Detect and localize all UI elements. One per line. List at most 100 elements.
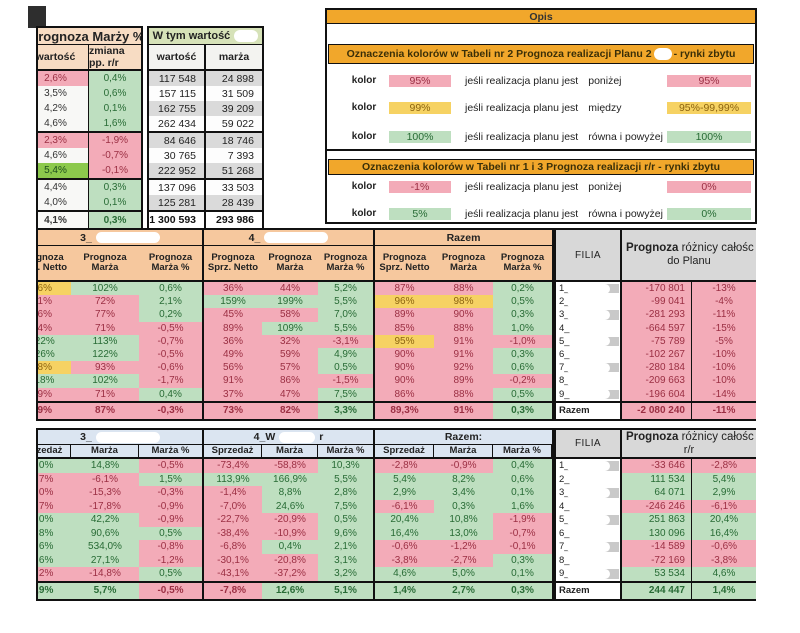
data-cell[interactable]: -20,9% bbox=[262, 513, 318, 527]
data-cell[interactable]: -6,8% bbox=[204, 540, 262, 554]
legend-range-swatch[interactable]: 100% bbox=[667, 130, 751, 143]
data-cell[interactable]: 91% bbox=[434, 334, 493, 348]
data-cell[interactable]: 27,1% bbox=[71, 553, 139, 567]
diff-value-cell[interactable]: 251 863 bbox=[622, 513, 692, 527]
data-cell[interactable]: -0,7% bbox=[493, 526, 552, 540]
data-cell[interactable]: 92% bbox=[434, 361, 493, 375]
diff-pct-cell[interactable]: 2,9% bbox=[692, 486, 756, 500]
margin-pct-cell[interactable]: 4,2% bbox=[38, 101, 89, 116]
data-cell[interactable]: 0,3% bbox=[434, 499, 493, 513]
data-cell[interactable]: 56% bbox=[204, 361, 262, 375]
column-header[interactable]: Marża bbox=[262, 445, 318, 459]
data-cell[interactable]: 90% bbox=[375, 361, 434, 375]
data-cell[interactable]: 0,6% bbox=[493, 472, 552, 486]
data-cell[interactable]: -0,6% bbox=[375, 540, 434, 554]
data-cell[interactable]: 32% bbox=[262, 334, 318, 348]
data-cell[interactable]: 36% bbox=[204, 334, 262, 348]
data-cell[interactable]: 49% bbox=[204, 347, 262, 362]
data-cell[interactable]: 69% bbox=[38, 387, 71, 401]
data-cell[interactable]: 1,5% bbox=[139, 472, 204, 486]
margin-pct-cell[interactable]: 2,3% bbox=[38, 133, 89, 148]
diff-header[interactable]: Prognoza różnicy całośc do Planu bbox=[622, 230, 756, 282]
data-cell[interactable]: -30,1% bbox=[204, 553, 262, 567]
diff-pct-cell[interactable]: -15% bbox=[692, 321, 756, 335]
data-cell[interactable]: 90% bbox=[375, 347, 434, 362]
data-cell[interactable]: 0,3% bbox=[493, 308, 552, 322]
data-cell[interactable]: 109% bbox=[262, 321, 318, 335]
margin-pct-cell[interactable]: 4,0% bbox=[38, 195, 89, 210]
margin-pct-cell[interactable]: 2,6% bbox=[38, 71, 89, 86]
data-cell[interactable]: 20,4% bbox=[375, 513, 434, 527]
data-cell[interactable]: 95% bbox=[375, 334, 434, 348]
data-cell[interactable]: 0,9% bbox=[38, 582, 71, 599]
data-cell[interactable]: 76% bbox=[38, 308, 71, 322]
data-cell[interactable]: 96% bbox=[375, 295, 434, 309]
data-cell[interactable]: 0,7% bbox=[38, 499, 71, 513]
data-cell[interactable]: 0,4% bbox=[493, 459, 552, 473]
data-cell[interactable]: 88% bbox=[434, 321, 493, 335]
margin-change-cell[interactable]: 1,6% bbox=[89, 116, 141, 131]
data-cell[interactable]: -43,1% bbox=[204, 567, 262, 581]
data-cell[interactable]: 77% bbox=[71, 308, 139, 322]
diff-pct-cell[interactable]: -4% bbox=[692, 295, 756, 309]
data-cell[interactable]: 5,5% bbox=[318, 472, 375, 486]
data-cell[interactable]: 534,0% bbox=[71, 540, 139, 554]
data-cell[interactable]: 0,5% bbox=[318, 361, 375, 375]
data-cell[interactable]: -0,8% bbox=[139, 540, 204, 554]
diff-pct-cell[interactable]: -10% bbox=[692, 374, 756, 388]
legend-swatch[interactable]: 99% bbox=[389, 101, 451, 114]
filia-cell[interactable]: 8_ bbox=[556, 553, 622, 567]
diff-value-cell[interactable]: -102 267 bbox=[622, 347, 692, 362]
diff-value-cell[interactable]: -14 589 bbox=[622, 540, 692, 554]
data-cell[interactable]: 72% bbox=[71, 295, 139, 309]
data-cell[interactable]: 1,6% bbox=[38, 553, 71, 567]
filia-cell[interactable]: 5_ bbox=[556, 334, 622, 348]
data-cell[interactable]: -1,0% bbox=[493, 334, 552, 348]
marza-value-cell[interactable]: 33 503 bbox=[206, 180, 262, 195]
diff-pct-cell[interactable]: -10% bbox=[692, 361, 756, 375]
data-cell[interactable]: 0,3% bbox=[493, 347, 552, 362]
data-cell[interactable]: 57% bbox=[262, 361, 318, 375]
data-cell[interactable]: -0,5% bbox=[139, 459, 204, 473]
group-header-2[interactable]: 4_ bbox=[204, 230, 375, 246]
data-cell[interactable]: 74% bbox=[38, 321, 71, 335]
data-cell[interactable]: 24,6% bbox=[262, 499, 318, 513]
diff-pct-cell[interactable]: -10% bbox=[692, 347, 756, 362]
data-cell[interactable]: 73% bbox=[204, 402, 262, 419]
marza-value-cell[interactable]: 293 986 bbox=[206, 212, 262, 228]
column-header[interactable]: Prognoza Marża bbox=[262, 246, 318, 282]
diff-value-cell[interactable]: -246 246 bbox=[622, 499, 692, 513]
data-cell[interactable]: -1,4% bbox=[204, 486, 262, 500]
data-cell[interactable]: -38,4% bbox=[204, 526, 262, 540]
data-cell[interactable]: -7,0% bbox=[204, 499, 262, 513]
data-cell[interactable]: 102% bbox=[71, 374, 139, 388]
data-cell[interactable]: 0,0% bbox=[38, 459, 71, 473]
legend-swatch[interactable]: 100% bbox=[389, 130, 451, 143]
margin-pct-cell[interactable]: 4,4% bbox=[38, 180, 89, 195]
legend-range-swatch[interactable]: 95%-99,99% bbox=[667, 101, 751, 114]
filia-cell[interactable]: 9_ bbox=[556, 567, 622, 581]
value-cell[interactable]: 117 548 bbox=[149, 71, 206, 86]
diff-pct-cell[interactable]: -11% bbox=[692, 402, 756, 419]
data-cell[interactable]: 85% bbox=[375, 321, 434, 335]
filia-cell[interactable]: 3_ bbox=[556, 308, 622, 322]
data-cell[interactable]: 58% bbox=[262, 308, 318, 322]
data-cell[interactable]: 96% bbox=[38, 282, 71, 296]
legend-swatch[interactable]: -1% bbox=[389, 180, 451, 193]
diff-pct-cell[interactable]: 1,4% bbox=[692, 582, 756, 599]
data-cell[interactable]: 7,0% bbox=[318, 308, 375, 322]
data-cell[interactable]: -0,5% bbox=[139, 347, 204, 362]
diff-value-cell[interactable]: -209 663 bbox=[622, 374, 692, 388]
data-cell[interactable]: 102% bbox=[71, 282, 139, 296]
data-cell[interactable]: 91% bbox=[204, 374, 262, 388]
diff-value-cell[interactable]: 53 534 bbox=[622, 567, 692, 581]
margin-change-cell[interactable]: -1,9% bbox=[89, 133, 141, 148]
data-cell[interactable]: -3,1% bbox=[318, 334, 375, 348]
column-header[interactable]: Marża % bbox=[139, 445, 204, 459]
value-cell[interactable]: 30 765 bbox=[149, 148, 206, 163]
diff-value-cell[interactable]: 64 071 bbox=[622, 486, 692, 500]
data-cell[interactable]: 7,5% bbox=[318, 387, 375, 401]
value-cell[interactable]: 125 281 bbox=[149, 195, 206, 210]
marza-value-cell[interactable]: 51 268 bbox=[206, 163, 262, 178]
filia-cell[interactable]: 3_ bbox=[556, 486, 622, 500]
